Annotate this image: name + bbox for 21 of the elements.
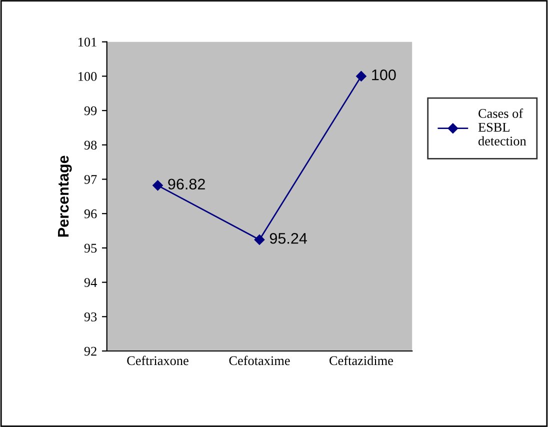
point: [152, 180, 163, 191]
x-tick-label: Ceftriaxone: [127, 356, 188, 366]
legend-label: Cases of ESBL detection: [478, 108, 526, 146]
x-tick-label: Cefotaxime: [229, 356, 290, 366]
y-tick-label: 93: [84, 312, 97, 322]
y-tick-label: 97: [84, 175, 97, 184]
y-tick-label: 95: [84, 244, 97, 253]
point: [356, 71, 366, 82]
y-tick-label: 99: [84, 106, 97, 116]
y-axis-title: Percentage: [58, 156, 72, 237]
y-tick-label: 96: [84, 209, 97, 218]
y-tick-label: 101: [78, 38, 96, 47]
data-label: 96.82: [168, 178, 205, 190]
data-label: 100: [372, 69, 396, 80]
y-tick-label: 98: [84, 140, 97, 150]
y-tick-label: 92: [84, 346, 96, 356]
y-tick-label: 100: [78, 72, 97, 81]
data-label: 95.24: [270, 232, 307, 244]
y-tick-label: 94: [84, 278, 97, 287]
point: [254, 234, 265, 245]
x-tick-label: Ceftazidime: [330, 356, 394, 366]
